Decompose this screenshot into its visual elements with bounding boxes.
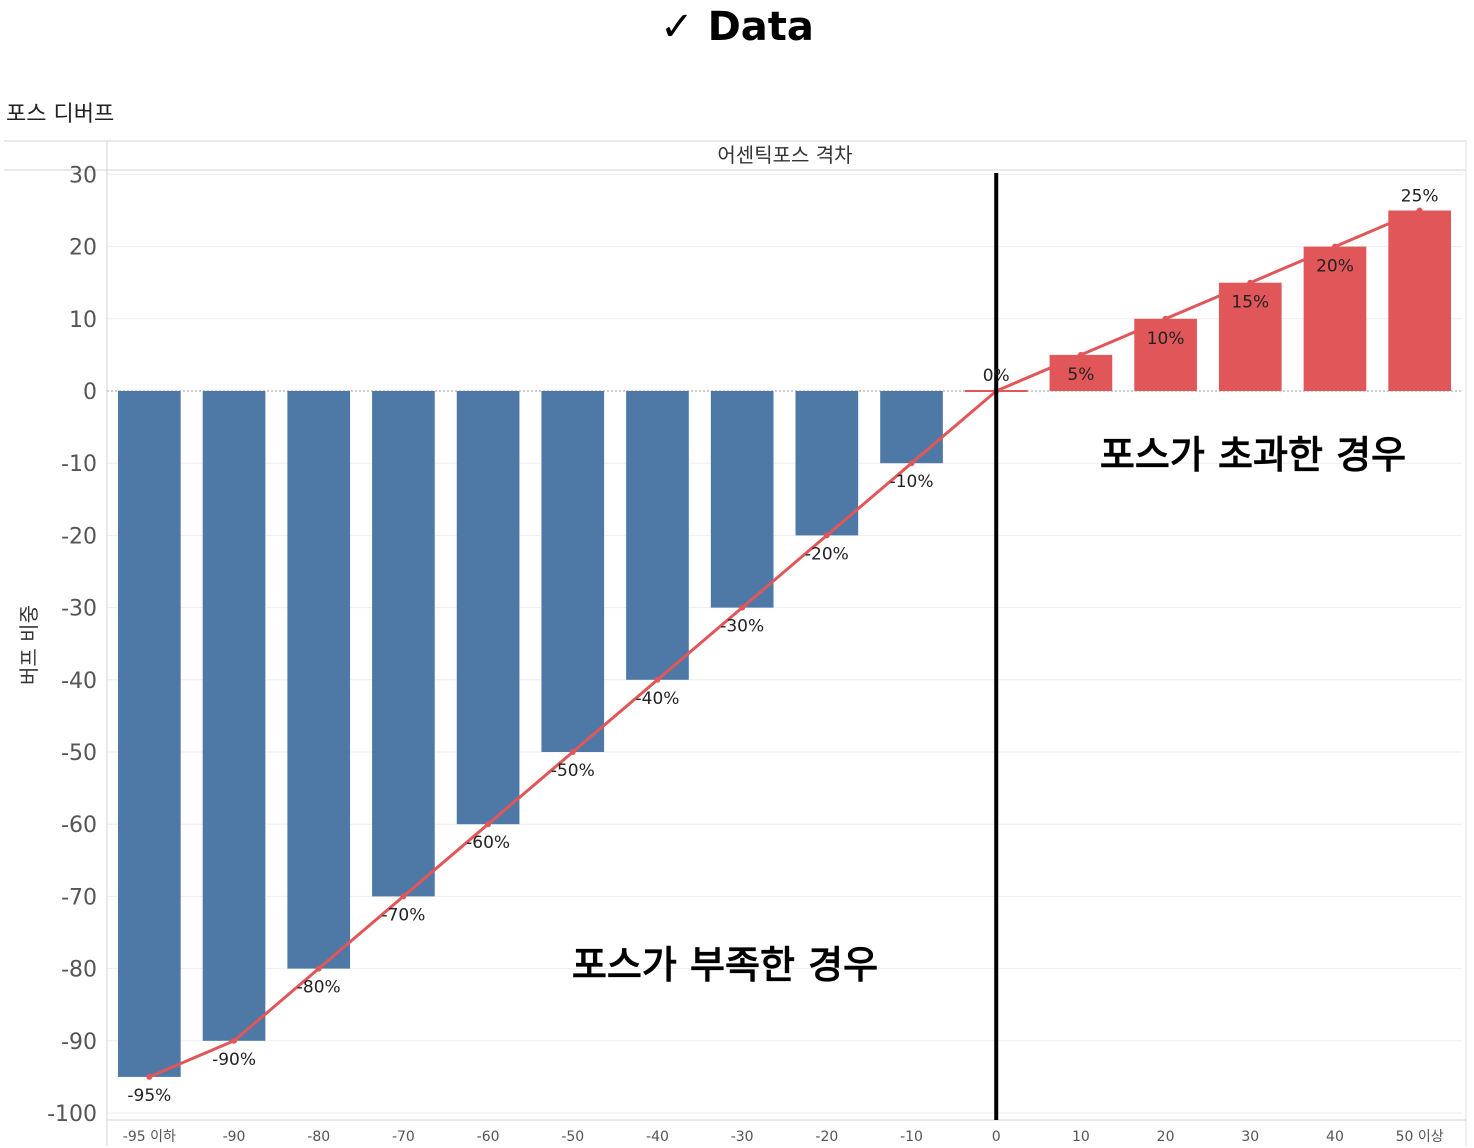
data-label: -70% <box>381 905 425 925</box>
bar <box>456 391 520 825</box>
x-tick-label: 30 <box>1241 1129 1259 1145</box>
bar <box>1303 246 1367 391</box>
column-header: 어센틱포스 격차 <box>717 143 852 167</box>
x-tick-label: -90 <box>223 1129 246 1145</box>
y-tick-label: -30 <box>61 597 97 622</box>
ticks-layer: 3020100-10-20-30-40-50-60-70-80-90-100-9… <box>47 163 1444 1145</box>
data-label: 15% <box>1231 293 1269 313</box>
trend-point <box>739 604 746 611</box>
x-tick-label: -80 <box>307 1129 330 1145</box>
data-label: -40% <box>636 689 680 709</box>
x-tick-label: 20 <box>1157 1129 1175 1145</box>
trend-point <box>1416 207 1423 214</box>
data-label: -90% <box>212 1050 256 1070</box>
x-tick-label: 10 <box>1072 1129 1090 1145</box>
bar <box>1134 318 1197 391</box>
trend-point <box>823 532 830 539</box>
x-tick-label: -50 <box>561 1129 584 1145</box>
data-label: 25% <box>1401 187 1439 207</box>
x-tick-label: -60 <box>477 1129 500 1145</box>
data-label: -95% <box>127 1086 171 1106</box>
data-label: 20% <box>1316 257 1354 277</box>
data-label: 10% <box>1147 329 1185 349</box>
bar <box>1049 354 1113 391</box>
trend-point <box>654 676 661 683</box>
y-tick-label: -60 <box>61 813 97 838</box>
line-layer <box>146 173 1423 1120</box>
trend-point <box>1247 279 1254 286</box>
y-tick-label: -50 <box>61 741 97 766</box>
bar <box>795 391 859 536</box>
trend-point <box>1331 243 1338 250</box>
trend-point <box>1077 351 1084 358</box>
trend-point <box>1162 315 1169 322</box>
bar <box>287 391 351 969</box>
y-tick-label: -80 <box>61 958 97 983</box>
trend-line <box>148 209 1421 1079</box>
x-tick-label: 40 <box>1326 1129 1344 1145</box>
x-tick-label: -70 <box>392 1129 415 1145</box>
y-tick-label: -100 <box>47 1102 97 1127</box>
y-tick-label: -70 <box>61 885 97 910</box>
data-label: -60% <box>466 833 510 853</box>
data-label: 0% <box>983 366 1010 386</box>
data-label: -30% <box>720 617 764 637</box>
bar <box>1388 210 1451 391</box>
annotation-positive: 포스가 초과한 경우 <box>1100 433 1406 477</box>
x-tick-label: -40 <box>646 1129 669 1145</box>
y-tick-label: -10 <box>61 452 97 477</box>
trend-point <box>569 749 576 755</box>
sheet-title: 포스 디버프 <box>6 102 115 127</box>
x-tick-label: -10 <box>900 1129 923 1145</box>
bar <box>372 391 435 897</box>
trend-point <box>315 965 322 972</box>
x-tick-label: 50 이상 <box>1396 1129 1444 1145</box>
data-label: -10% <box>890 472 934 492</box>
header-title: ✓ Data <box>660 4 814 50</box>
trend-point <box>908 460 915 467</box>
bar <box>710 391 774 608</box>
x-tick-label: -95 이하 <box>123 1129 176 1145</box>
data-label: -80% <box>297 978 341 998</box>
y-tick-label: 10 <box>69 308 97 333</box>
labels-layer: -95% -90% -80% -70% -60% -50% -40% -30% -20% -10%… <box>127 187 1438 1106</box>
data-label: 5% <box>1067 365 1094 385</box>
trend-point <box>146 1073 153 1080</box>
annotation-negative: 포스가 부족한 경우 <box>572 943 878 987</box>
data-label: -50% <box>551 761 595 781</box>
trend-point <box>485 821 492 828</box>
y-tick-label: -20 <box>61 524 97 549</box>
y-tick-label: 30 <box>69 163 97 188</box>
y-tick-label: -90 <box>61 1030 97 1055</box>
x-tick-label: -30 <box>731 1129 754 1145</box>
y-axis-title: 버프 비중 <box>17 605 41 685</box>
bar <box>880 391 943 464</box>
y-tick-label: 0 <box>83 380 97 405</box>
bar <box>118 391 181 1077</box>
bar <box>541 391 605 752</box>
bar <box>1218 282 1282 391</box>
trend-point <box>231 1037 238 1044</box>
y-tick-label: 20 <box>69 236 97 261</box>
bars-layer <box>118 210 1451 1077</box>
bar <box>202 391 266 1041</box>
bar <box>626 391 689 680</box>
x-tick-label: 0 <box>992 1129 1001 1145</box>
frame-layer <box>4 140 1467 1146</box>
data-label: -20% <box>805 544 849 564</box>
x-tick-label: -20 <box>815 1129 838 1145</box>
trend-point <box>400 893 407 900</box>
y-tick-label: -40 <box>61 669 97 694</box>
